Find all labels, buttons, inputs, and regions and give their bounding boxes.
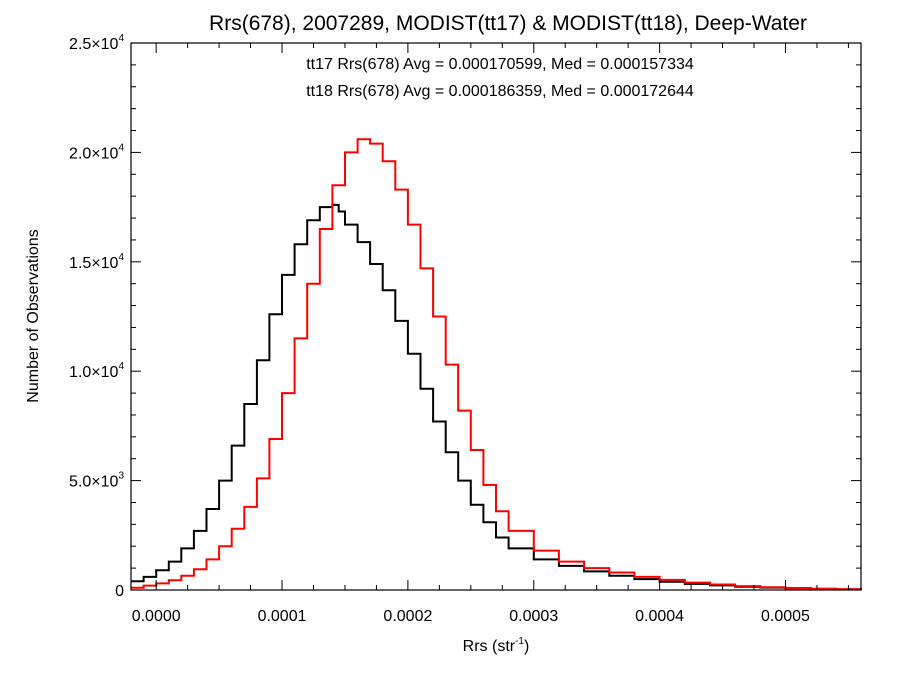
x-axis-label-text: Rrs (str bbox=[463, 638, 516, 655]
y-tick-label: 2.0×104 bbox=[69, 142, 124, 162]
x-axis-label: Rrs (str-1) bbox=[463, 636, 530, 655]
y-axis-ticks: 0 5.0×103 1.0×104 1.5×104 2.0×104 2.5×104 bbox=[69, 33, 861, 600]
series-line-tt17 bbox=[131, 203, 862, 591]
chart-title: Rrs(678), 2007289, MODIST(tt17) & MODIST… bbox=[209, 12, 807, 35]
x-tick-label: 0.0001 bbox=[258, 608, 307, 625]
y-axis-label: Number of Observations bbox=[25, 229, 42, 402]
y-tick-label: 5.0×103 bbox=[69, 471, 124, 491]
x-axis-label-close: ) bbox=[524, 638, 529, 655]
x-axis-ticks: 0.0000 0.0001 0.0002 0.0003 0.0004 0.0005 bbox=[132, 43, 849, 625]
x-tick-label: 0.0005 bbox=[761, 608, 810, 625]
series-layer bbox=[131, 138, 862, 591]
y-tick-label: 2.5×104 bbox=[69, 33, 124, 53]
plot-frame bbox=[130, 42, 862, 591]
y-tick-label: 0 bbox=[115, 583, 124, 600]
annotation-tt17: tt17 Rrs(678) Avg = 0.000170599, Med = 0… bbox=[306, 56, 694, 73]
y-tick-label: 1.0×104 bbox=[69, 361, 124, 381]
series-line-tt18 bbox=[131, 138, 862, 591]
x-tick-label: 0.0000 bbox=[132, 608, 181, 625]
x-axis-label-exponent: -1 bbox=[515, 636, 524, 647]
x-tick-label: 0.0004 bbox=[635, 608, 684, 625]
y-tick-label: 1.5×104 bbox=[69, 252, 124, 272]
x-tick-label: 0.0003 bbox=[509, 608, 558, 625]
annotation-tt18: tt18 Rrs(678) Avg = 0.000186359, Med = 0… bbox=[306, 83, 694, 100]
x-tick-label: 0.0002 bbox=[383, 608, 432, 625]
